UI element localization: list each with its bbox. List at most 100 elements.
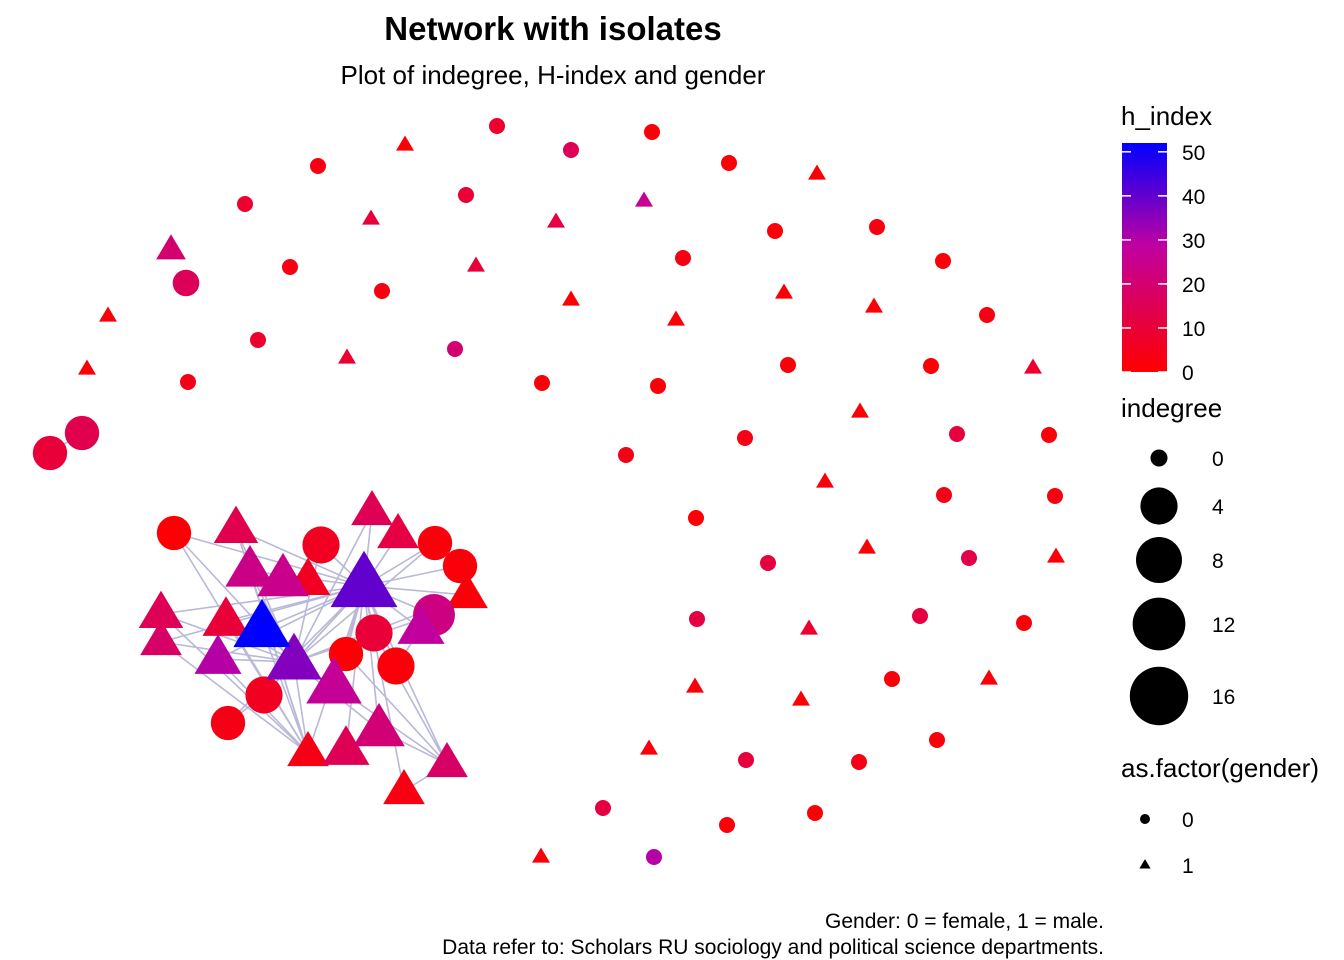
network-edge [160, 641, 309, 754]
isolate-node [792, 690, 810, 706]
isolate-node [99, 306, 117, 322]
isolate-node [467, 256, 485, 272]
isolate-node [935, 253, 951, 269]
network-edge [345, 653, 448, 765]
isolate-node [719, 817, 735, 833]
color-legend-bar [1122, 143, 1167, 372]
network-edge [293, 511, 373, 663]
shape-legend-keys: 01 [1139, 809, 1194, 878]
color-tick-label: 30 [1182, 230, 1205, 253]
shape-legend-label: 0 [1182, 809, 1194, 832]
isolate-node [447, 341, 463, 357]
isolate-node [737, 430, 753, 446]
isolate-node [800, 619, 818, 635]
isolate-node [563, 142, 579, 158]
cluster-node [426, 742, 468, 778]
size-legend-key [1129, 666, 1189, 726]
isolate-node [489, 118, 505, 134]
color-tick-label: 40 [1182, 186, 1205, 209]
size-legend-key [1132, 597, 1186, 651]
isolate-node [362, 209, 380, 225]
isolate-node [780, 357, 796, 373]
color-legend-title: h_index [1121, 101, 1212, 131]
cluster-node [417, 525, 453, 561]
isolate-node [282, 259, 298, 275]
isolate-node [644, 124, 660, 140]
isolate-node [547, 212, 565, 228]
color-tick-label: 50 [1182, 142, 1205, 165]
isolate-node [923, 358, 939, 374]
size-legend-label: 0 [1212, 448, 1224, 471]
shape-legend-title: as.factor(gender) [1121, 753, 1319, 783]
size-legend-label: 12 [1212, 614, 1235, 637]
size-legend-label: 16 [1212, 686, 1235, 709]
isolate-node [646, 849, 662, 865]
cluster-node [446, 573, 488, 609]
cluster-node [210, 705, 246, 741]
isolate-node [858, 538, 876, 554]
size-legend-key [1136, 537, 1182, 583]
size-legend-key [1150, 449, 1168, 467]
shape-legend-key [1139, 859, 1151, 869]
network-edge [363, 585, 380, 731]
isolate-node [396, 135, 414, 151]
isolate-node [721, 155, 737, 171]
size-legend: indegree 0 4 8 12 16 [1121, 393, 1235, 726]
isolate-node [595, 800, 611, 816]
isolate-node [78, 359, 96, 375]
isolate-node [1041, 427, 1057, 443]
isolate-node [650, 378, 666, 394]
cluster-node [442, 548, 478, 584]
cluster-node [225, 545, 275, 587]
isolate-node [635, 191, 653, 207]
chart-subtitle: Plot of indegree, H-index and gender [341, 60, 766, 90]
color-legend: h_index 50 40 30 20 10 0 [1121, 101, 1212, 385]
isolate-node [686, 677, 704, 693]
isolate-node [562, 290, 580, 306]
isolate-node [532, 847, 550, 863]
cluster-node [245, 676, 283, 714]
isolate-node [534, 375, 550, 391]
network-edge [261, 628, 309, 754]
isolate-node [979, 307, 995, 323]
isolate-node [310, 158, 326, 174]
isolate-node [949, 426, 965, 442]
cluster-node [302, 526, 340, 564]
isolate-node [865, 297, 883, 313]
pair-node [64, 415, 100, 451]
isolate-node [884, 671, 900, 687]
color-tick-label: 0 [1182, 362, 1194, 385]
cluster-node [156, 515, 192, 551]
cluster-node [194, 634, 242, 674]
isolate-node [775, 283, 793, 299]
isolate-node [936, 487, 952, 503]
isolate-node [688, 510, 704, 526]
network-edge [173, 532, 365, 587]
isolate-node [374, 283, 390, 299]
chart-title: Network with isolates [384, 10, 721, 47]
isolate-node [980, 669, 998, 685]
isolate-node [1047, 547, 1065, 563]
shape-legend-key [1140, 814, 1150, 824]
pair-node [32, 435, 68, 471]
isolate-node [912, 608, 928, 624]
shape-legend-label: 1 [1182, 855, 1194, 878]
isolate-node [250, 332, 266, 348]
isolate-node [961, 550, 977, 566]
cluster-node [202, 596, 250, 636]
isolate-node [807, 805, 823, 821]
color-legend-ticks: 50 40 30 20 10 0 [1122, 142, 1205, 385]
color-tick-label: 10 [1182, 318, 1205, 341]
network-edge [235, 528, 365, 587]
isolate-node [180, 374, 196, 390]
nodes-layer [32, 118, 1065, 865]
network-edge [160, 613, 309, 754]
isolate-node [689, 611, 705, 627]
shape-legend: as.factor(gender) 01 [1121, 753, 1319, 878]
isolate-node [667, 310, 685, 326]
cluster-node [233, 598, 291, 648]
size-legend-title: indegree [1121, 393, 1222, 423]
isolate-node [640, 739, 658, 755]
cluster-node [353, 702, 405, 747]
